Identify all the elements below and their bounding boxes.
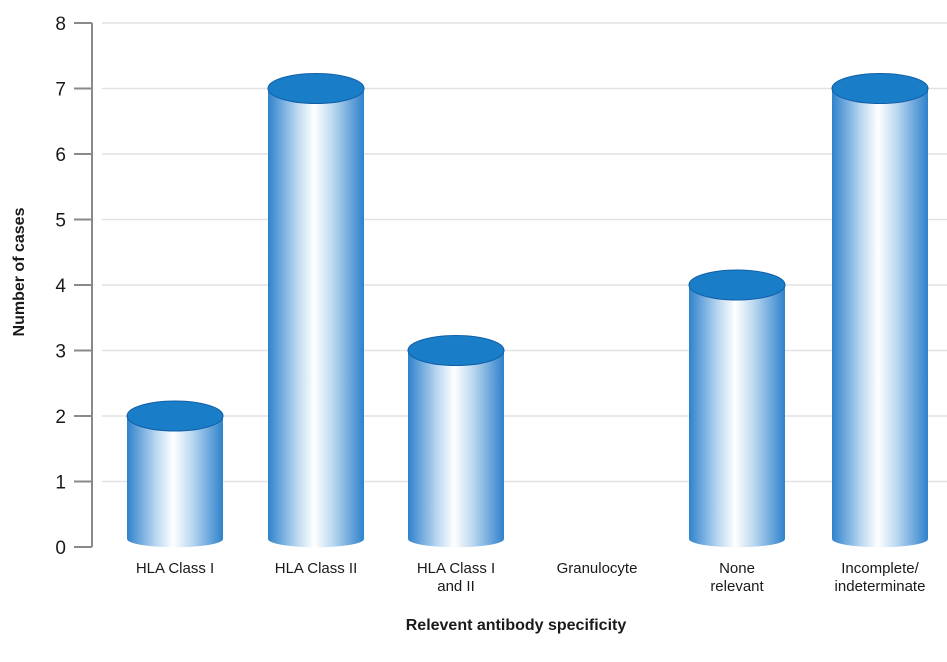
- x-axis-title: Relevent antibody specificity: [406, 617, 627, 634]
- bar: [126, 400, 224, 548]
- bar: [831, 73, 929, 548]
- bar-body: [127, 416, 223, 548]
- bar: [267, 73, 365, 548]
- y-tick-label: 4: [55, 276, 66, 297]
- y-tick-label: 1: [55, 473, 66, 494]
- bar-top: [407, 335, 505, 366]
- y-tick-label: 3: [55, 342, 66, 363]
- x-tick-label: HLA Class II: [275, 560, 358, 577]
- bar-body: [268, 88, 364, 548]
- y-axis-title: Number of cases: [11, 207, 28, 336]
- bar-top: [126, 400, 224, 432]
- y-tick-label: 6: [55, 145, 66, 166]
- bar-body: [689, 285, 785, 548]
- bar-top: [688, 269, 786, 301]
- bars: [126, 73, 929, 548]
- bar-body: [408, 350, 504, 548]
- y-tick-label: 7: [55, 80, 66, 101]
- bar-top: [831, 73, 929, 104]
- x-tick-label: None relevant: [710, 560, 764, 595]
- y-tick-label: 0: [55, 538, 66, 559]
- y-tick-label: 5: [55, 211, 66, 232]
- bar: [407, 335, 505, 548]
- gridlines: [102, 22, 947, 483]
- bar-body: [832, 88, 928, 548]
- x-tick-label: HLA Class I: [136, 560, 214, 577]
- axes: 0 1 2 3 4 5 6 7 8: [55, 14, 93, 559]
- x-tick-label: Incomplete/indeterminate: [835, 560, 926, 595]
- y-tick-label: 2: [55, 407, 66, 428]
- x-tick-label: Granulocyte: [557, 560, 638, 577]
- bar: [688, 269, 786, 548]
- bar-top: [267, 73, 365, 104]
- y-tick-label: 8: [55, 14, 66, 35]
